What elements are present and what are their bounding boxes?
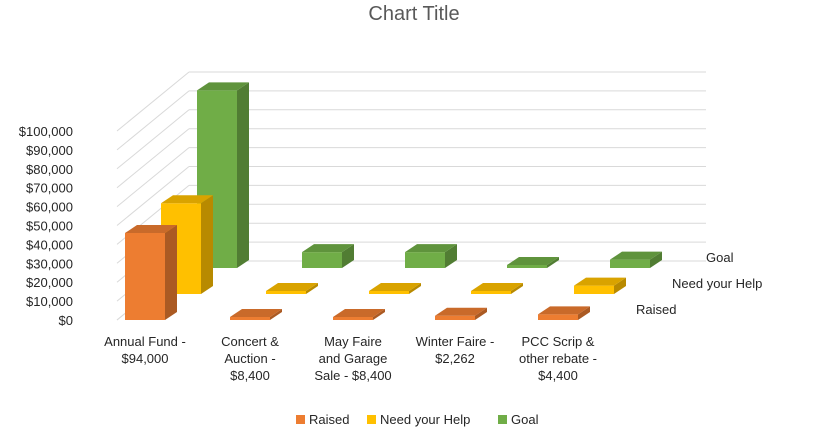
legend: Raised Need your Help Goal xyxy=(296,412,539,427)
x-tick-label: May Faire and Garage Sale - $8,400 xyxy=(314,334,391,383)
chart-title: Chart Title xyxy=(368,3,459,25)
gridline-side xyxy=(116,128,190,189)
legend-swatch xyxy=(498,415,507,424)
depth-axis: Raised Need your Help Goal xyxy=(636,250,762,317)
bar-goal xyxy=(507,257,559,268)
bar-raised xyxy=(125,225,177,320)
depth-label: Need your Help xyxy=(672,276,762,291)
bar-goal xyxy=(610,251,662,268)
legend-swatch xyxy=(367,415,376,424)
depth-label: Raised xyxy=(636,302,676,317)
x-tick-label: Winter Faire -$2,262 xyxy=(416,334,495,366)
y-tick-label: $60,000 xyxy=(26,200,73,215)
bar-need-your-help xyxy=(266,283,318,294)
legend-item: Goal xyxy=(498,412,539,427)
y-tick-label: $30,000 xyxy=(26,256,73,271)
gridline-side xyxy=(116,71,190,132)
bar-raised xyxy=(333,309,385,320)
bar-goal xyxy=(405,244,457,268)
y-tick-label: $50,000 xyxy=(26,219,73,234)
bar-need-your-help xyxy=(369,283,421,294)
x-tick-label: Annual Fund -$94,000 xyxy=(104,334,186,366)
y-axis: $0 $10,000 $20,000 $30,000 $40,000 $50,000 $60… xyxy=(19,124,73,328)
legend-item: Raised xyxy=(296,412,349,427)
y-tick-label: $10,000 xyxy=(26,294,73,309)
gridline-side xyxy=(116,90,190,151)
x-tick-label: Concert & Auction -$8,400 xyxy=(221,334,279,383)
gridline-side xyxy=(116,109,190,170)
gridline-side xyxy=(116,147,190,207)
bar-raised xyxy=(435,307,487,320)
bar-goal xyxy=(302,244,354,268)
x-tick-label: PCC Scrip & other rebate -$4,400 xyxy=(519,334,597,383)
legend-label: Need your Help xyxy=(380,412,470,427)
legend-item: Need your Help xyxy=(367,412,470,427)
bars xyxy=(125,82,662,320)
y-tick-label: $40,000 xyxy=(26,237,73,252)
x-axis: Annual Fund -$94,000 Concert & Auction -$8… xyxy=(104,334,597,383)
y-tick-label: $20,000 xyxy=(26,275,73,290)
bar-raised xyxy=(230,309,282,320)
y-tick-label: $0 xyxy=(59,313,73,328)
y-tick-label: $80,000 xyxy=(26,162,73,177)
legend-swatch xyxy=(296,415,305,424)
y-tick-label: $100,000 xyxy=(19,124,73,139)
bar-need-your-help xyxy=(574,277,626,294)
legend-label: Raised xyxy=(309,412,349,427)
gridline-side xyxy=(116,166,190,226)
y-tick-label: $90,000 xyxy=(26,143,73,158)
depth-label: Goal xyxy=(706,250,734,265)
bar-raised xyxy=(538,306,590,320)
y-tick-label: $70,000 xyxy=(26,181,73,196)
bar-need-your-help xyxy=(471,283,523,294)
legend-label: Goal xyxy=(511,412,539,427)
